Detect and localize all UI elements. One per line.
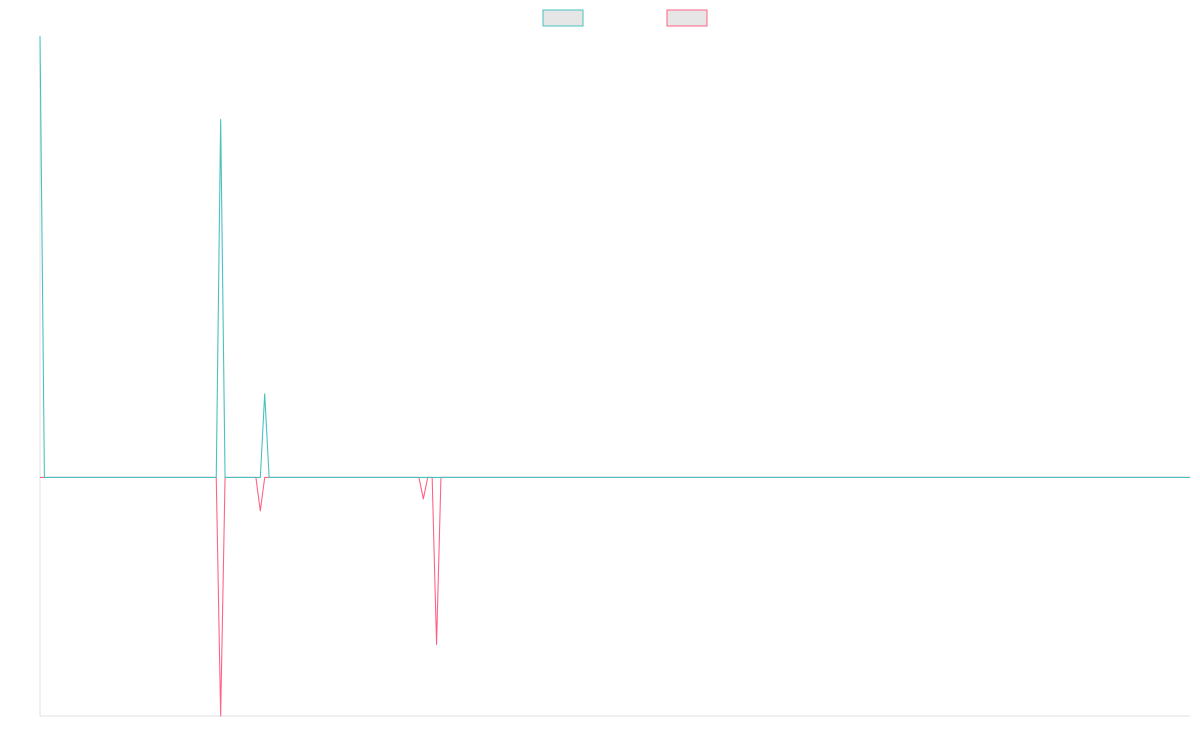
plot-area [39,35,1190,717]
axes [39,36,1190,717]
legend-swatch-series-1 [542,9,584,27]
series-1-line [39,35,1190,478]
series-2-line [40,476,1190,717]
legend-swatch-series-2 [666,9,708,27]
legend [542,9,708,27]
